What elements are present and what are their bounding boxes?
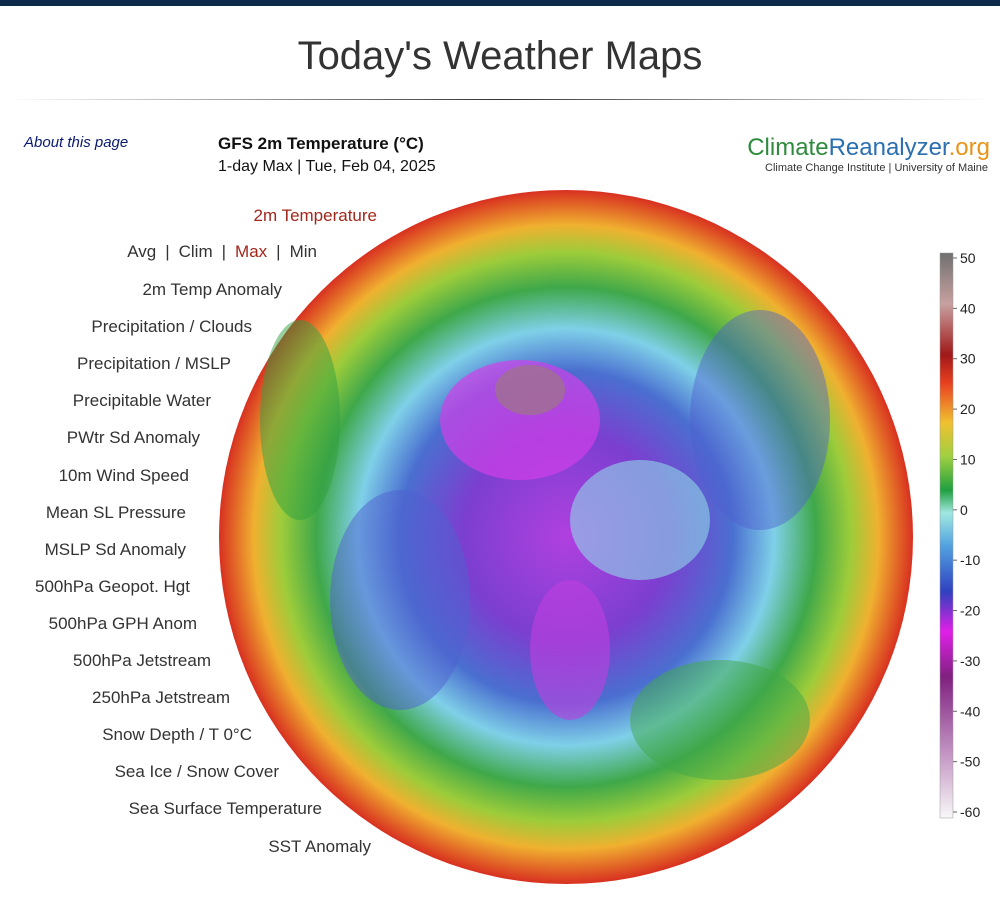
temperature-map (219, 190, 913, 884)
menu-item[interactable]: SST Anomaly (268, 836, 371, 856)
colorbar-label: 30 (960, 351, 976, 367)
colorbar (939, 252, 954, 819)
colorbar-label: 0 (960, 502, 968, 518)
divider (10, 99, 990, 100)
map-region (570, 460, 710, 580)
logo-part: .org (948, 134, 990, 161)
colorbar-label: 10 (960, 451, 976, 467)
map-region (530, 580, 610, 720)
map-region (690, 310, 830, 530)
map-title: GFS 2m Temperature (°C) (218, 134, 424, 153)
menu-item[interactable]: 500hPa Jetstream (73, 651, 211, 670)
menu-item[interactable]: Sea Ice / Snow Cover (114, 762, 279, 782)
menu-item[interactable]: Snow Depth / T 0°C (102, 725, 252, 745)
menu-item[interactable]: MSLP Sd Anomaly (44, 539, 186, 559)
logo-part: Climate (747, 134, 829, 161)
map-subtitle: 1-day Max | Tue, Feb 04, 2025 (218, 158, 436, 175)
menu-item[interactable]: Sea Surface Temperature (128, 799, 322, 819)
logo-subtitle: Climate Change Institute | University of… (765, 162, 988, 174)
colorbar-label: -30 (960, 653, 980, 669)
menu-item[interactable]: 10m Wind Speed (58, 465, 189, 485)
separator: | (276, 242, 281, 261)
menu-item[interactable]: PWtr Sd Anomaly (66, 428, 200, 448)
map-region (495, 365, 565, 415)
page-title: Today's Weather Maps (297, 34, 703, 78)
variant-link[interactable]: Min (289, 242, 317, 261)
menu-item[interactable]: 500hPa GPH Anom (48, 613, 197, 633)
menu-item[interactable]: Mean SL Pressure (45, 502, 186, 522)
variant-row: Avg | Clim | Max | Min (127, 242, 317, 262)
top-bar (0, 0, 1000, 6)
menu-item[interactable]: Precipitable Water (72, 391, 211, 411)
map-region (260, 320, 340, 520)
menu-heading[interactable]: 2m Temperature (253, 206, 377, 225)
menu-item[interactable]: Precipitation / Clouds (91, 317, 252, 337)
colorbar-label: -50 (960, 754, 980, 770)
menu-item[interactable]: 250hPa Jetstream (92, 688, 230, 708)
colorbar-label: 50 (960, 250, 976, 266)
map-region (630, 660, 810, 780)
menu-item[interactable]: Precipitation / MSLP (76, 354, 231, 374)
separator: | (165, 242, 170, 261)
logo-part: Reanalyzer (828, 134, 949, 161)
variant-link[interactable]: Clim (178, 242, 213, 261)
colorbar-label: -10 (960, 552, 980, 568)
menu-item[interactable]: 500hPa Geopot. Hgt (34, 576, 190, 596)
colorbar-label: -60 (960, 804, 980, 820)
about-link[interactable]: About this page (24, 134, 129, 151)
variant-link[interactable]: Max (235, 242, 268, 261)
separator: | (221, 242, 227, 261)
colorbar-label: -40 (960, 703, 980, 719)
colorbar-label: 40 (960, 300, 976, 316)
map-region (330, 490, 470, 710)
colorbar-label: 20 (960, 401, 976, 417)
variant-link[interactable]: Avg (127, 242, 157, 261)
colorbar-label: -20 (960, 603, 980, 619)
menu-item[interactable]: 2m Temp Anomaly (142, 280, 282, 299)
logo[interactable]: ClimateReanalyzer.org (747, 134, 990, 162)
